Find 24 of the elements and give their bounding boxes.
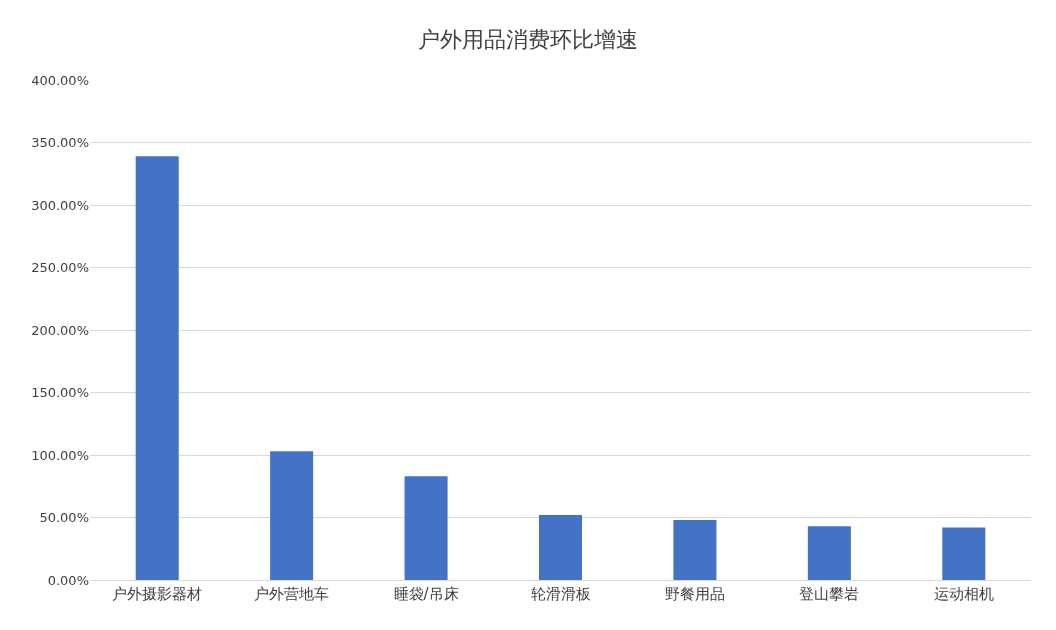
bar — [135, 156, 179, 580]
y-tick-label: 200.00% — [31, 322, 89, 338]
chart-title: 户外用品消费环比增速 — [418, 26, 638, 52]
x-tick-label: 登山攀岩 — [799, 585, 860, 603]
y-tick-label: 150.00% — [31, 385, 89, 401]
y-tick-label: 250.00% — [31, 260, 89, 276]
bar — [270, 451, 314, 580]
x-tick-label: 轮滑滑板 — [530, 585, 591, 603]
y-tick-label: 100.00% — [31, 447, 89, 463]
x-tick-label: 野餐用品 — [664, 585, 725, 603]
y-tick-label: 400.00% — [31, 72, 89, 88]
x-tick-label: 户外摄影器材 — [112, 585, 203, 603]
bar — [807, 526, 851, 580]
bar — [942, 527, 986, 580]
y-tick-label: 0.00% — [47, 572, 89, 588]
bar — [404, 476, 448, 580]
y-tick-label: 50.00% — [39, 510, 89, 526]
bar — [673, 520, 717, 580]
bar — [538, 515, 583, 580]
x-tick-label: 运动相机 — [933, 585, 994, 603]
x-tick-label: 睡袋/吊床 — [393, 585, 459, 603]
y-tick-label: 300.00% — [31, 197, 89, 213]
x-tick-label: 户外营地车 — [254, 585, 330, 603]
y-tick-label: 350.00% — [31, 135, 89, 151]
